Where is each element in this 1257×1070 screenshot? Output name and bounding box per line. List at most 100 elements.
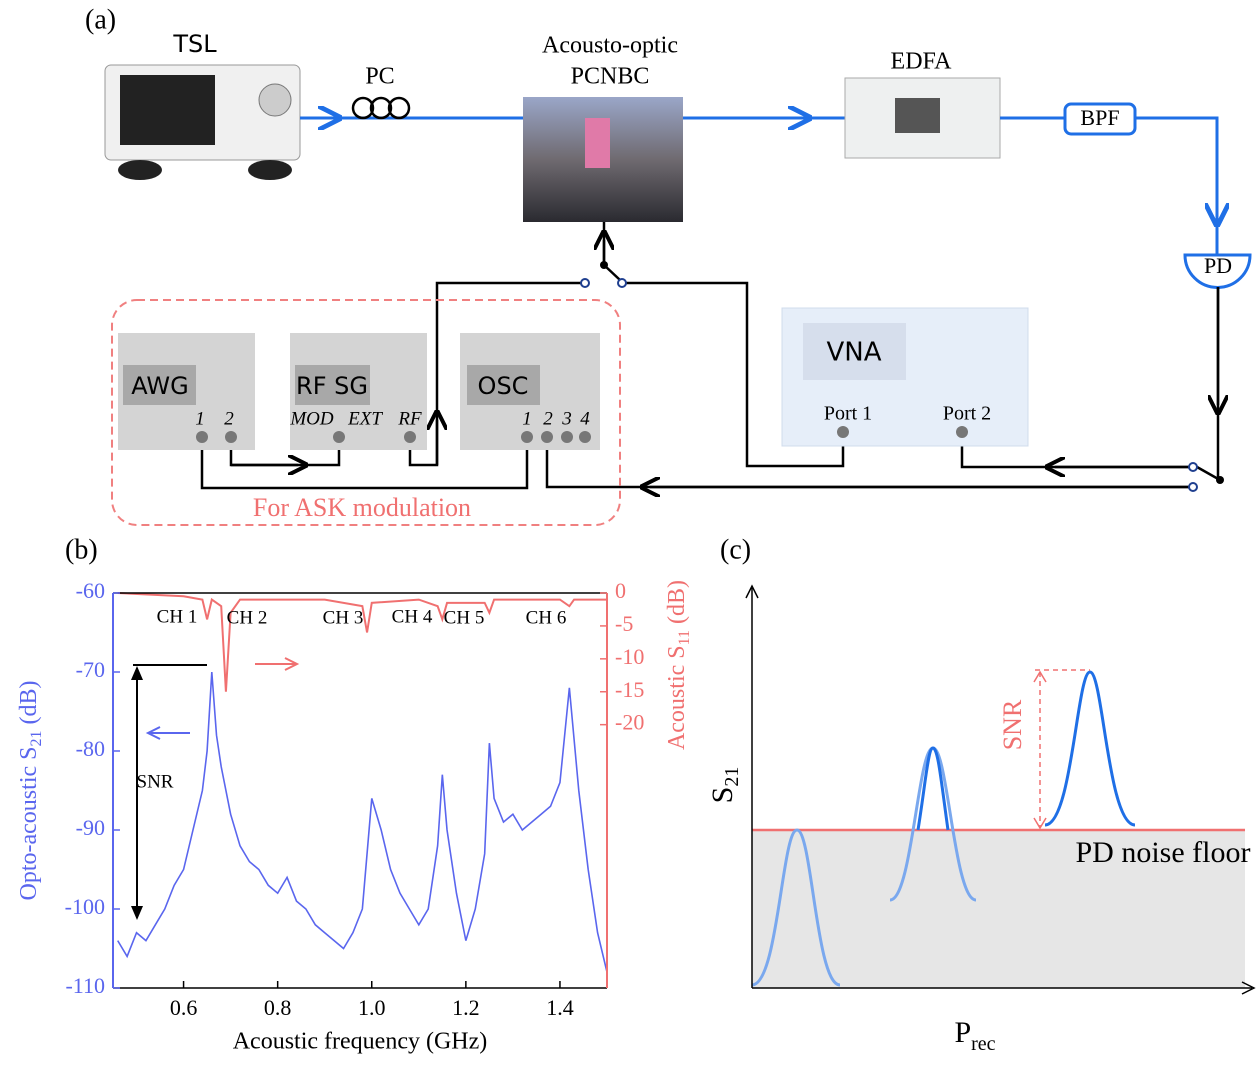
y-label: Opto-acoustic S21 (dB) <box>16 681 45 901</box>
y2-tick-label: -5 <box>615 611 633 636</box>
label: PC <box>365 64 394 90</box>
pd-shape <box>1183 253 1252 289</box>
foot <box>118 160 162 180</box>
label-box <box>295 365 370 405</box>
peak <box>1044 670 1136 827</box>
x-tick-label: 1.0 <box>358 995 386 1020</box>
text-part: P <box>954 1016 971 1049</box>
y-tick-label: -100 <box>65 894 105 919</box>
label-box <box>123 365 196 405</box>
subscript: 21 <box>28 731 45 747</box>
loop <box>387 96 411 120</box>
y-tick-label: -70 <box>76 657 105 682</box>
y2-label: Acoustic S11 (dB) <box>664 580 693 750</box>
snr-label: SNR <box>998 699 1027 750</box>
label: For ASK modulation <box>253 493 471 522</box>
panel-b: (b) 0.6 0.8 1.0 1.2 1.4 -110 -100 -90 -80 -70 -60 0… <box>16 534 693 1054</box>
switch <box>1196 465 1221 482</box>
port <box>837 426 849 438</box>
floor-label: PD noise floor <box>1076 836 1251 869</box>
label: TSL <box>172 30 217 58</box>
port <box>404 431 416 443</box>
subscript: 21 <box>721 767 743 787</box>
switch-pivot <box>600 261 608 269</box>
port <box>225 431 237 443</box>
label: Port 1 <box>824 403 872 425</box>
label: Acousto-optic <box>542 33 678 59</box>
annotation: CH 3 <box>323 607 364 628</box>
port <box>196 431 208 443</box>
vna-label-box <box>803 323 906 380</box>
port <box>521 431 533 443</box>
wire <box>622 281 845 468</box>
port <box>579 431 591 443</box>
arrowhead <box>745 584 759 599</box>
screen <box>120 75 215 145</box>
label: EXT <box>347 408 383 429</box>
port <box>333 431 345 443</box>
panel-label: (c) <box>720 534 751 565</box>
arrowhead <box>284 657 300 671</box>
knob <box>258 83 292 117</box>
series-line <box>117 592 607 692</box>
x-tick-label: 1.2 <box>452 995 480 1020</box>
noise-region <box>752 830 1245 988</box>
peak <box>751 828 841 987</box>
annotation: CH 1 <box>157 606 198 627</box>
panel-a: (a) TSL PC Acousto-optic PCNBC EDFA BPF … <box>85 4 1252 526</box>
loop <box>369 96 393 120</box>
port <box>541 431 553 443</box>
label: RF SG <box>296 372 368 400</box>
label: AWG <box>131 372 188 400</box>
x-label: Prec <box>954 1016 995 1055</box>
foot <box>248 160 292 180</box>
arrowhead <box>145 726 161 740</box>
label: OSC <box>478 372 529 400</box>
y2-tick-label: -15 <box>615 677 644 702</box>
contact <box>1188 462 1198 472</box>
label: 2 <box>543 408 553 429</box>
text-part: S <box>706 787 739 804</box>
panel-c: (c) SNR PD noise floor S21 Prec <box>706 534 1256 1055</box>
contact <box>580 278 590 288</box>
label-box <box>467 365 540 405</box>
switch-pivot <box>1216 476 1224 484</box>
y-tick-label: -110 <box>65 973 105 998</box>
port <box>561 431 573 443</box>
y-label: S21 <box>706 767 743 804</box>
annotation: CH 6 <box>526 607 567 628</box>
peak <box>916 746 950 831</box>
label: 3 <box>561 408 572 429</box>
screen <box>895 98 940 133</box>
label: EDFA <box>891 49 953 75</box>
y2-tick-label: -20 <box>615 710 644 735</box>
y-tick-label: -90 <box>76 815 105 840</box>
x-tick-label: 0.6 <box>170 995 198 1020</box>
x-tick-label: 0.8 <box>264 995 292 1020</box>
label: MOD <box>289 408 334 429</box>
y2-tick-label: -10 <box>615 644 644 669</box>
annotation: SNR <box>137 771 174 792</box>
subscript: rec <box>971 1033 996 1055</box>
text-part: Acoustic S <box>664 645 690 750</box>
label: 1 <box>195 408 205 429</box>
label: PD <box>1204 253 1232 278</box>
annotation: CH 4 <box>392 606 433 627</box>
annotation: CH 5 <box>444 607 485 628</box>
x-tick-label: 1.4 <box>546 995 574 1020</box>
series-line <box>117 671 608 973</box>
port <box>956 426 968 438</box>
text-part: (dB) <box>16 681 42 731</box>
fiber <box>1135 116 1219 255</box>
label: BPF <box>1080 105 1119 130</box>
label: Port 2 <box>943 403 991 425</box>
label: RF <box>397 408 422 429</box>
y-tick-label: -80 <box>76 736 105 761</box>
y-tick-label: -60 <box>76 578 105 603</box>
label: 2 <box>224 408 234 429</box>
panel-label: (a) <box>85 4 116 35</box>
arrowheads <box>1033 670 1047 830</box>
loop <box>351 96 375 120</box>
arrowhead <box>1241 981 1256 995</box>
